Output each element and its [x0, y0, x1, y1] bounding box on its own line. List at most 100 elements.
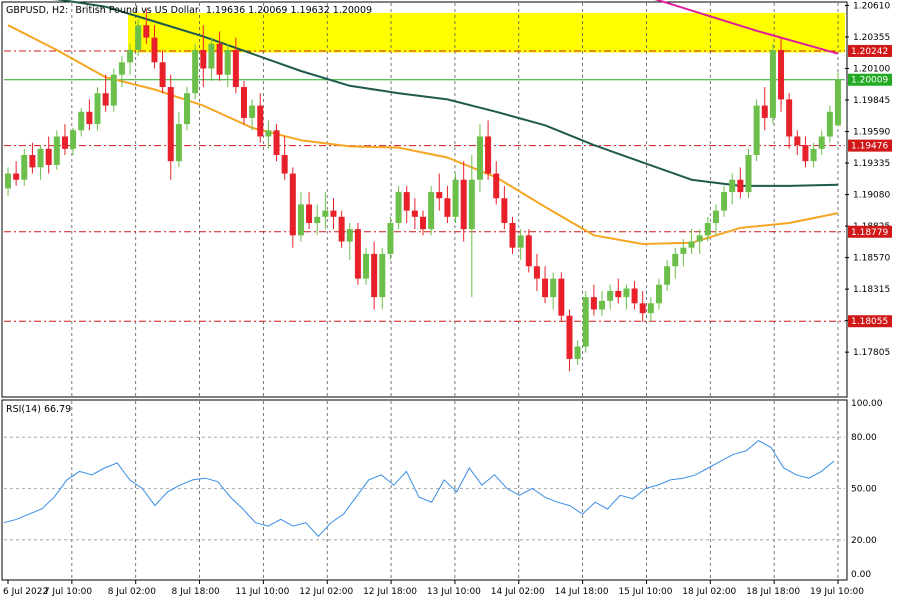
- candle-body: [452, 179, 459, 217]
- candle: [794, 130, 801, 156]
- candle-body: [78, 111, 85, 131]
- candle: [387, 216, 394, 261]
- time-tick-label: 11 Jul 10:00: [235, 587, 289, 597]
- candle: [615, 278, 622, 304]
- candle: [460, 161, 467, 242]
- candle: [566, 309, 573, 372]
- candle-body: [29, 155, 36, 168]
- candle-body: [314, 216, 321, 223]
- candle-body: [615, 290, 622, 298]
- candle-body: [639, 303, 646, 314]
- ma-top-line: [654, 0, 839, 55]
- candle: [314, 204, 321, 236]
- candle: [704, 216, 711, 242]
- main-pane: [1, 1, 848, 398]
- candle: [818, 130, 825, 156]
- time-tick-label: 14 Jul 18:00: [555, 587, 609, 597]
- candle-body: [118, 62, 125, 75]
- candle-body: [550, 278, 557, 298]
- candle-body: [45, 148, 52, 165]
- candle-body: [542, 278, 549, 298]
- candle: [468, 155, 475, 298]
- candle-body: [249, 105, 256, 118]
- candle-body: [802, 145, 809, 162]
- time-tick-label: 18 Jul 18:00: [746, 587, 800, 597]
- candle: [224, 43, 231, 88]
- candle-body: [599, 300, 606, 310]
- candle-body: [403, 192, 410, 211]
- candle-body: [826, 111, 833, 137]
- candle-body: [297, 204, 304, 236]
- candle: [403, 185, 410, 223]
- candle-body: [721, 192, 728, 211]
- candle: [737, 167, 744, 199]
- rsi-tick-label: 0.00: [851, 570, 871, 580]
- candle: [265, 120, 272, 149]
- resistance-zone-rect: [128, 12, 845, 53]
- candle: [249, 99, 256, 131]
- candle: [493, 161, 500, 205]
- candle: [517, 229, 524, 261]
- candle-body: [688, 241, 695, 248]
- candle: [436, 173, 443, 211]
- candle-body: [647, 303, 654, 314]
- candle: [444, 185, 451, 223]
- candle-body: [110, 74, 117, 106]
- candle-body: [517, 235, 524, 248]
- candle-body: [582, 297, 589, 347]
- candle: [525, 229, 532, 273]
- candle-body: [395, 192, 402, 223]
- candle: [420, 210, 426, 236]
- ohlc-label: 1.19636 1.20069 1.19632 1.20009: [206, 5, 372, 16]
- time-tick-label: 12 Jul 18:00: [363, 587, 417, 597]
- candle: [322, 192, 329, 230]
- candle: [395, 185, 402, 230]
- candle: [574, 340, 581, 366]
- candle-body: [460, 179, 467, 230]
- candle: [745, 148, 752, 199]
- candle: [94, 87, 101, 131]
- rsi-indicator: 100.00 80.00 50.00 20.00 0.00: [3, 399, 883, 580]
- candle: [729, 173, 736, 205]
- current-price-label: 1.20009: [851, 76, 888, 86]
- candle-body: [631, 288, 638, 304]
- candle: [192, 43, 199, 100]
- candle-body: [61, 136, 68, 149]
- candle: [411, 198, 418, 230]
- candle-body: [379, 253, 386, 298]
- candle: [501, 185, 508, 230]
- candle: [533, 253, 540, 291]
- candle: [159, 49, 166, 94]
- candle: [835, 72, 841, 127]
- candle-body: [607, 290, 614, 301]
- candle: [379, 247, 386, 310]
- candle-body: [70, 130, 77, 149]
- candle-body: [696, 235, 703, 242]
- candle: [753, 99, 760, 162]
- resistance-zone: [128, 12, 845, 53]
- candle-body: [810, 148, 817, 162]
- candle-body: [94, 93, 101, 125]
- candle-body: [769, 49, 776, 118]
- price-tick-label: 1.19590: [853, 128, 890, 138]
- candle: [786, 93, 793, 149]
- chart-header: GBPUSD, H2: British Pound vs US Dollar 1…: [6, 5, 372, 16]
- candle-body: [818, 136, 825, 149]
- time-tick-label: 6 Jul 2022: [3, 587, 48, 597]
- candle-body: [363, 253, 370, 279]
- candle-body: [574, 346, 581, 359]
- candle-body: [5, 173, 11, 189]
- candle-body: [184, 93, 191, 125]
- candle-body: [533, 266, 540, 279]
- candle: [664, 260, 671, 291]
- candle: [631, 281, 638, 310]
- rsi-tick-label: 20.00: [851, 536, 877, 546]
- candle: [582, 290, 589, 353]
- candle: [826, 105, 833, 143]
- candle: [558, 272, 565, 322]
- candle-body: [753, 105, 760, 156]
- rsi-label: RSI(14) 66.79: [6, 404, 71, 415]
- candle: [273, 124, 280, 162]
- candle: [21, 148, 28, 186]
- candle-body: [566, 315, 573, 359]
